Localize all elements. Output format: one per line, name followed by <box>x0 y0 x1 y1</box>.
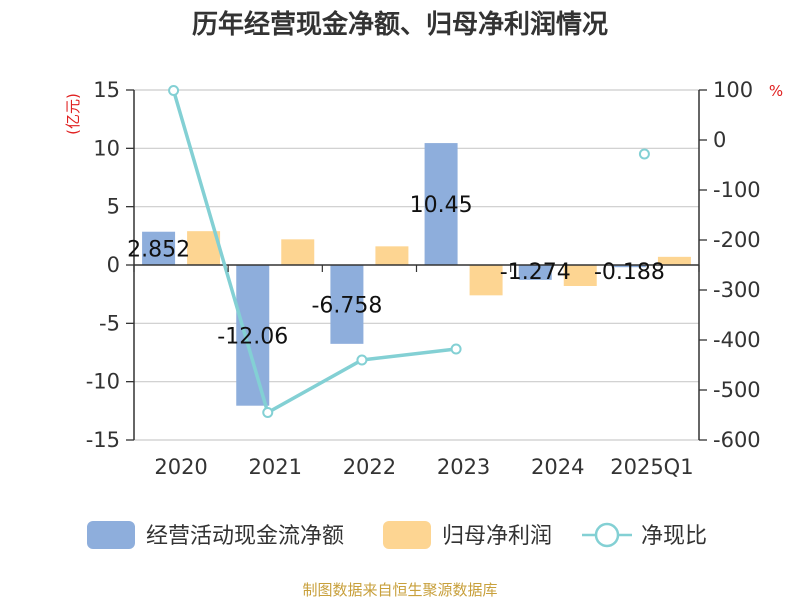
ratio-point <box>262 407 274 418</box>
x-tick-label: 2024 <box>531 455 584 479</box>
source-note: 制图数据来自恒生聚源数据库 <box>302 581 497 599</box>
legend-item-cash: 经营活动现金流净额 <box>87 521 344 549</box>
profit-bar <box>375 246 409 265</box>
x-tick-label: 2021 <box>249 455 302 479</box>
cash-value-label: 2.852 <box>127 237 190 262</box>
legend-item-profit: 归母净利润 <box>383 521 552 549</box>
x-axis: 2020 2021 2022 2023 2024 2025Q1 <box>133 265 700 479</box>
cash-value-label: -0.188 <box>594 260 665 285</box>
right-tick-label: 100 <box>713 78 753 102</box>
legend-swatch-ratio-marker <box>594 522 620 548</box>
profit-bar <box>657 256 691 265</box>
profit-bar <box>563 265 597 286</box>
data-labels: 2.852 -12.06 -6.758 10.45 -1.274 -0.188 <box>127 193 665 349</box>
left-axis: 15 10 5 0 -5 -10 -15 <box>86 78 135 452</box>
ratio-line <box>168 85 650 418</box>
profit-bar <box>469 265 503 296</box>
right-tick-label: -100 <box>713 178 761 202</box>
right-axis: 100 0 -100 -200 -300 -400 -500 -600 <box>698 78 761 452</box>
legend-swatch-profit <box>383 521 431 549</box>
cash-bar <box>330 265 364 344</box>
right-axis-unit: % <box>769 82 783 100</box>
legend-label-cash: 经营活动现金流净额 <box>146 524 344 549</box>
ratio-point <box>450 343 462 355</box>
cash-value-label: -6.758 <box>311 293 382 318</box>
cash-bar <box>142 231 176 265</box>
ratio-point <box>168 85 180 96</box>
x-tick-label: 2025Q1 <box>610 455 693 479</box>
left-tick-label: -5 <box>99 311 120 335</box>
right-tick-label: -200 <box>713 228 761 252</box>
legend-label-profit: 归母净利润 <box>442 524 552 549</box>
cash-bar <box>518 265 552 280</box>
legend[interactable]: 经营活动现金流净额 归母净利润 净现比 <box>87 521 707 549</box>
left-tick-label: 0 <box>107 253 120 277</box>
x-tick-label: 2020 <box>154 455 207 479</box>
x-tick-label: 2022 <box>343 455 396 479</box>
right-tick-label: 0 <box>713 128 726 152</box>
profit-bar <box>281 239 315 265</box>
x-tick-label: 2023 <box>437 455 490 479</box>
ratio-point <box>356 354 368 366</box>
cash-value-label: -1.274 <box>500 260 571 285</box>
cash-bar <box>236 265 270 406</box>
right-tick-label: -300 <box>713 278 761 302</box>
ratio-line-path <box>171 90 457 416</box>
cash-value-label: -12.06 <box>217 324 288 349</box>
legend-label-ratio: 净现比 <box>641 524 707 549</box>
cash-bar <box>424 143 458 265</box>
left-tick-label: 15 <box>93 78 120 102</box>
left-tick-label: 10 <box>93 136 120 160</box>
cash-bar <box>612 265 646 268</box>
left-tick-label: -15 <box>86 428 120 452</box>
cash-value-label: 10.45 <box>410 193 473 218</box>
chart-title: 历年经营现金净额、归母净利润情况 <box>192 9 608 40</box>
ratio-point <box>638 148 650 160</box>
left-axis-unit: (亿元) <box>64 93 82 135</box>
left-tick-label: -10 <box>86 370 120 394</box>
grid <box>134 89 699 441</box>
legend-item-ratio: 净现比 <box>582 522 707 549</box>
right-tick-label: -400 <box>713 328 761 352</box>
right-tick-label: -600 <box>713 428 761 452</box>
right-tick-label: -500 <box>713 378 761 402</box>
legend-swatch-cash <box>87 521 135 549</box>
left-tick-label: 5 <box>107 195 120 219</box>
